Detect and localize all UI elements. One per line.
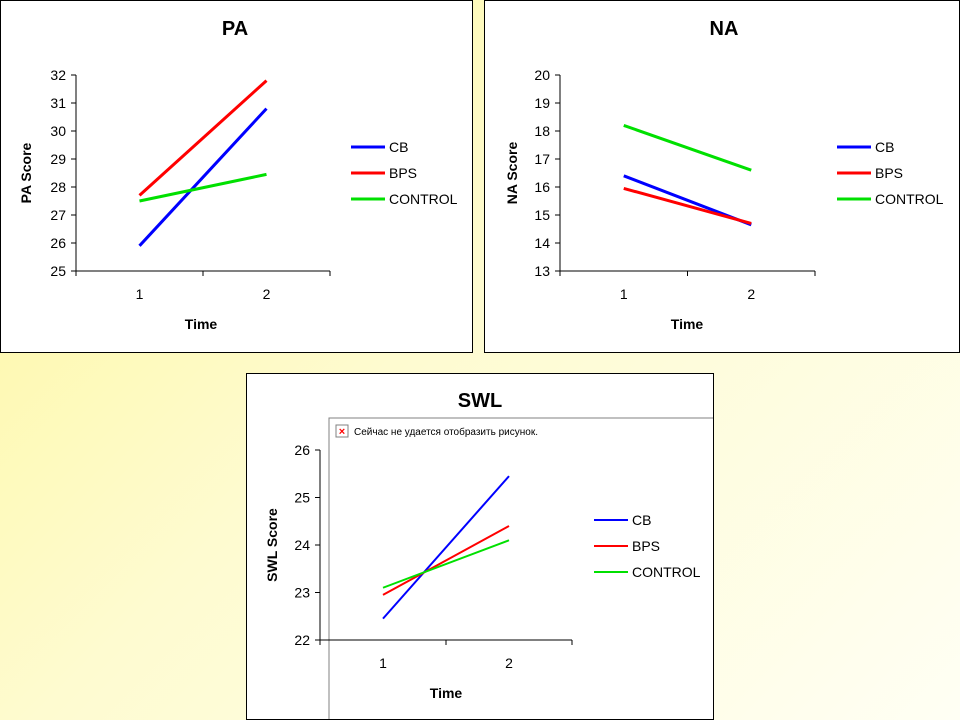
chart-panel-na: NA 13 14 15 16 17 18 19 20 1 2 Time NA Score CB BPS CON… — [484, 0, 960, 353]
y-axis-label: PA Score — [18, 142, 34, 203]
legend: CB BPS CONTROL — [351, 139, 458, 207]
y-tick-label: 15 — [534, 207, 550, 223]
y-tick-label: 22 — [294, 632, 310, 648]
legend-label-bps: BPS — [632, 538, 660, 554]
chart-panel-pa: PA 25 26 27 28 29 30 31 32 1 2 Time PA Score CB BPS CON… — [0, 0, 473, 353]
chart-title: NA — [710, 18, 739, 40]
legend-label-control: CONTROL — [389, 191, 458, 207]
y-tick-label: 26 — [294, 442, 310, 458]
y-tick-label: 16 — [534, 179, 550, 195]
y-tick-label: 23 — [294, 585, 310, 601]
series-line-cb — [138, 107, 268, 247]
chart-panel-swl: × Сейчас не удается отобразить рисунок. … — [246, 373, 714, 720]
series-line-control — [139, 172, 267, 203]
legend-label-cb: CB — [632, 512, 651, 528]
series-line-cb — [382, 475, 510, 620]
legend-label-control: CONTROL — [632, 564, 701, 580]
legend-label-bps: BPS — [875, 165, 903, 181]
x-tick-label: 1 — [136, 286, 144, 302]
svg-text:×: × — [339, 426, 345, 438]
x-tick-label: 1 — [379, 655, 387, 671]
legend: CB BPS CONTROL — [837, 139, 944, 207]
series-line-bps — [138, 79, 268, 197]
chart-title: SWL — [458, 390, 502, 412]
chart-swl: × Сейчас не удается отобразить рисунок. … — [264, 390, 713, 719]
x-axis-label: Time — [430, 685, 463, 701]
y-tick-label: 31 — [50, 95, 66, 111]
y-tick-label: 29 — [50, 151, 66, 167]
x-tick-label: 2 — [747, 286, 755, 302]
legend: CB BPS CONTROL — [594, 512, 701, 580]
y-tick-label: 24 — [294, 537, 310, 553]
y-tick-label: 17 — [534, 151, 550, 167]
x-axis-label: Time — [671, 316, 704, 332]
y-tick-label: 18 — [534, 123, 550, 139]
broken-image-frame — [328, 417, 713, 719]
y-tick-label: 26 — [50, 235, 66, 251]
broken-image-text: Сейчас не удается отобразить рисунок. — [354, 426, 538, 438]
legend-label-cb: CB — [389, 139, 408, 155]
broken-image-icon: × — [335, 424, 349, 438]
legend-label-cb: CB — [875, 139, 894, 155]
y-tick-label: 20 — [534, 67, 550, 83]
legend-label-bps: BPS — [389, 165, 417, 181]
chart-na: NA 13 14 15 16 17 18 19 20 1 2 Time NA Score CB BPS CON… — [504, 18, 944, 332]
y-tick-label: 30 — [50, 123, 66, 139]
legend-label-control: CONTROL — [875, 191, 944, 207]
x-axis-label: Time — [185, 316, 218, 332]
series-line-bps — [382, 525, 510, 596]
y-tick-label: 25 — [50, 263, 66, 279]
series-line-control — [382, 539, 510, 589]
y-tick-label: 19 — [534, 95, 550, 111]
chart-title: PA — [222, 18, 248, 40]
series-line-control — [623, 123, 752, 172]
y-tick-label: 32 — [50, 67, 66, 83]
y-tick-label: 25 — [294, 490, 310, 506]
chart-pa: PA 25 26 27 28 29 30 31 32 1 2 Time PA Score CB BPS CON… — [18, 18, 458, 332]
x-tick-label: 1 — [620, 286, 628, 302]
x-tick-label: 2 — [263, 286, 271, 302]
y-tick-label: 27 — [50, 207, 66, 223]
series-line-bps — [623, 186, 752, 225]
y-axis-label: SWL Score — [264, 508, 280, 582]
y-axis-label: NA Score — [504, 142, 520, 205]
y-tick-label: 28 — [50, 179, 66, 195]
y-tick-label: 14 — [534, 235, 550, 251]
x-tick-label: 2 — [505, 655, 513, 671]
y-tick-label: 13 — [534, 263, 550, 279]
